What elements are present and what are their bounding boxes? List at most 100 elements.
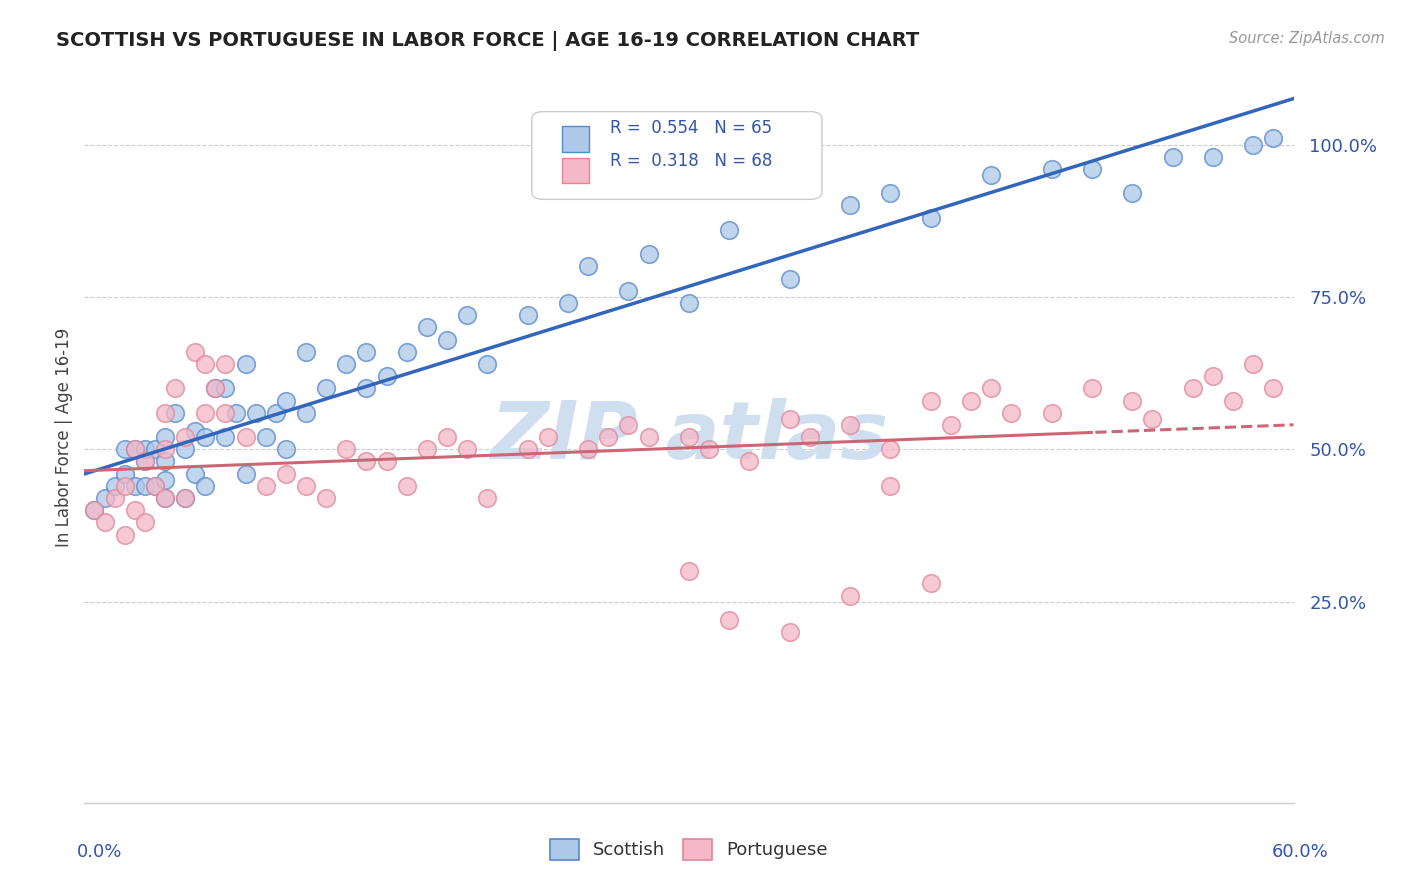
Point bbox=[235, 357, 257, 371]
Point bbox=[194, 430, 217, 444]
Point bbox=[335, 442, 357, 457]
Point bbox=[1181, 381, 1204, 395]
Point bbox=[1263, 131, 1285, 145]
Point bbox=[174, 442, 197, 457]
Point bbox=[1222, 393, 1244, 408]
Point bbox=[799, 430, 821, 444]
Point bbox=[153, 454, 176, 468]
Point bbox=[114, 467, 136, 481]
Point bbox=[1202, 150, 1225, 164]
Point bbox=[1000, 406, 1022, 420]
Point bbox=[779, 412, 801, 426]
Point bbox=[436, 333, 458, 347]
Text: Source: ZipAtlas.com: Source: ZipAtlas.com bbox=[1229, 31, 1385, 46]
Point bbox=[315, 381, 337, 395]
Point bbox=[214, 357, 236, 371]
Point bbox=[214, 406, 236, 420]
Point bbox=[1040, 406, 1063, 420]
Point bbox=[436, 430, 458, 444]
Point bbox=[779, 625, 801, 640]
Point bbox=[153, 491, 176, 505]
Point bbox=[124, 479, 146, 493]
Point bbox=[204, 381, 226, 395]
Point bbox=[295, 479, 318, 493]
Point bbox=[779, 271, 801, 285]
Point bbox=[839, 417, 862, 432]
Point bbox=[678, 564, 700, 578]
Point bbox=[980, 168, 1002, 182]
Point bbox=[980, 381, 1002, 395]
Point bbox=[375, 369, 398, 384]
Point bbox=[83, 503, 105, 517]
Point bbox=[124, 442, 146, 457]
Point bbox=[134, 454, 156, 468]
Point bbox=[143, 479, 166, 493]
Point bbox=[153, 491, 176, 505]
Point bbox=[174, 491, 197, 505]
Point bbox=[184, 467, 207, 481]
Point bbox=[617, 284, 640, 298]
Point bbox=[93, 516, 115, 530]
Point bbox=[124, 503, 146, 517]
Text: SCOTTISH VS PORTUGUESE IN LABOR FORCE | AGE 16-19 CORRELATION CHART: SCOTTISH VS PORTUGUESE IN LABOR FORCE | … bbox=[56, 31, 920, 51]
Point bbox=[254, 479, 277, 493]
Point bbox=[920, 393, 942, 408]
Point bbox=[477, 357, 499, 371]
Point bbox=[134, 442, 156, 457]
Text: ZIP atlas: ZIP atlas bbox=[489, 398, 889, 476]
Point bbox=[174, 430, 197, 444]
Point bbox=[697, 442, 720, 457]
Point bbox=[637, 247, 659, 261]
Point bbox=[335, 357, 357, 371]
Point bbox=[134, 516, 156, 530]
Point bbox=[104, 491, 127, 505]
Point bbox=[235, 467, 257, 481]
Point bbox=[143, 479, 166, 493]
Point bbox=[718, 223, 741, 237]
Point bbox=[295, 406, 318, 420]
Point bbox=[576, 442, 599, 457]
Point bbox=[225, 406, 247, 420]
Point bbox=[295, 344, 318, 359]
Point bbox=[416, 320, 439, 334]
Point bbox=[194, 479, 217, 493]
Point bbox=[194, 357, 217, 371]
Point bbox=[456, 442, 478, 457]
Point bbox=[598, 430, 620, 444]
Point bbox=[920, 576, 942, 591]
Point bbox=[395, 344, 418, 359]
Point bbox=[134, 454, 156, 468]
Point bbox=[153, 473, 176, 487]
Point bbox=[204, 381, 226, 395]
Point bbox=[1202, 369, 1225, 384]
Point bbox=[184, 424, 207, 438]
Point bbox=[960, 393, 983, 408]
Point bbox=[153, 442, 176, 457]
Point bbox=[516, 442, 538, 457]
Point bbox=[738, 454, 761, 468]
Y-axis label: In Labor Force | Age 16-19: In Labor Force | Age 16-19 bbox=[55, 327, 73, 547]
Point bbox=[537, 430, 560, 444]
Point bbox=[315, 491, 337, 505]
Point bbox=[920, 211, 942, 225]
Point bbox=[114, 479, 136, 493]
FancyBboxPatch shape bbox=[562, 158, 589, 183]
Point bbox=[678, 296, 700, 310]
Point bbox=[153, 430, 176, 444]
Point bbox=[1241, 357, 1264, 371]
Point bbox=[214, 430, 236, 444]
Point bbox=[104, 479, 127, 493]
FancyBboxPatch shape bbox=[531, 112, 823, 200]
Point bbox=[879, 479, 901, 493]
Point bbox=[274, 467, 297, 481]
Point bbox=[93, 491, 115, 505]
Point bbox=[839, 589, 862, 603]
Point bbox=[114, 527, 136, 541]
Point bbox=[576, 260, 599, 274]
Point bbox=[1142, 412, 1164, 426]
Text: R =  0.554   N = 65: R = 0.554 N = 65 bbox=[610, 120, 772, 137]
Point bbox=[274, 442, 297, 457]
FancyBboxPatch shape bbox=[562, 126, 589, 152]
Point bbox=[939, 417, 962, 432]
Point bbox=[839, 198, 862, 212]
